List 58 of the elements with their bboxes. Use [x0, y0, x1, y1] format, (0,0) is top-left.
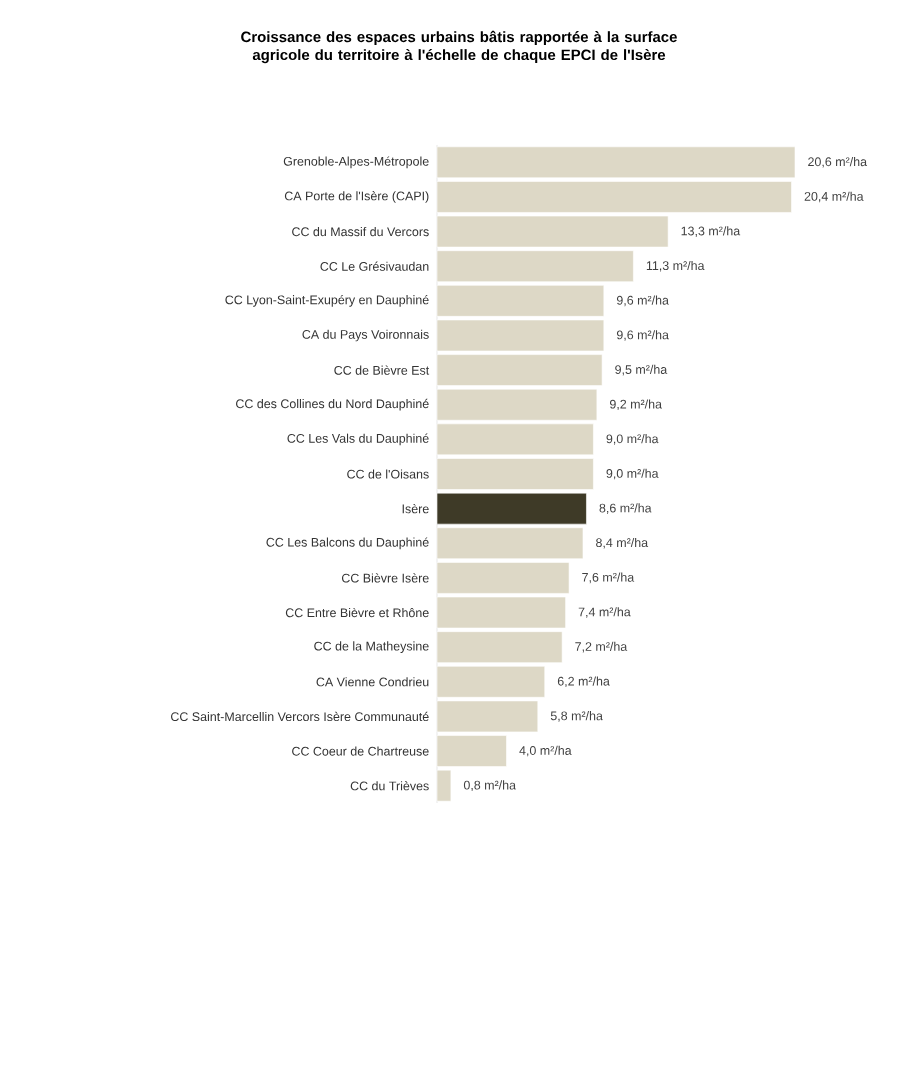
- data-label: 4,0 m²/ha: [519, 745, 572, 757]
- y-tick-label: CC de l'Oisans: [347, 469, 429, 479]
- data-label: 5,8 m²/ha: [550, 711, 603, 722]
- data-label: 0,8 m²/ha: [463, 780, 517, 791]
- data-label: 6,2 m²/ha: [557, 676, 610, 688]
- bar: [436, 146, 796, 179]
- bar: [436, 700, 539, 733]
- y-tick-label: CC Bièvre Isère: [341, 573, 429, 583]
- bar: [436, 527, 584, 560]
- y-tick-label: CC Lyon-Saint-Exupéry en Dauphiné: [225, 294, 429, 307]
- y-tick-label: CC Les Vals du Dauphiné: [287, 433, 429, 446]
- data-label: 20,6 m²/ha: [808, 157, 868, 168]
- bar: [436, 215, 669, 248]
- y-tick-label: CC de Bièvre Est: [334, 365, 430, 375]
- bar: [436, 181, 792, 213]
- bar: [436, 423, 594, 456]
- bar: [436, 631, 563, 663]
- y-tick-label: CC Coeur de Chartreuse: [292, 746, 429, 756]
- bar: [436, 250, 634, 283]
- bar: [436, 388, 598, 421]
- y-tick-label: Isère: [402, 503, 429, 514]
- data-label: 8,4 m²/ha: [596, 537, 649, 549]
- data-label: 9,6 m²/ha: [616, 330, 669, 341]
- bar: [436, 319, 605, 352]
- y-tick-label: CC du Massif du Vercors: [292, 226, 429, 237]
- y-tick-label: CA du Pays Voironnais: [302, 329, 429, 342]
- bar: [436, 665, 546, 698]
- chart-title: Croissance des espaces urbains bâtis rapportée à la surface agricole du territoire à l'échelle de chaque EPCI de l'Isère: [241, 30, 677, 64]
- y-tick-label: CC Les Balcons du Dauphiné: [266, 537, 429, 550]
- data-label: 11,3 m²/ha: [646, 260, 705, 272]
- bar: [436, 492, 587, 525]
- data-label: 20,4 m²/ha: [804, 191, 864, 203]
- bar: [436, 769, 452, 802]
- y-tick-label: CA Porte de l'Isère (CAPI): [284, 191, 429, 203]
- data-label: 13,3 m²/ha: [681, 226, 741, 237]
- data-label: 9,0 m²/ha: [606, 468, 659, 480]
- y-tick-label: CC de la Matheysine: [314, 641, 429, 653]
- data-label: 9,2 m²/ha: [609, 399, 662, 411]
- y-tick-label: CC Saint-Marcellin Vercors Isère Communauté: [171, 711, 429, 722]
- y-tick-label: CC des Collines du Nord Dauphiné: [236, 398, 429, 411]
- y-tick-label: CC du Trièves: [350, 781, 429, 791]
- y-tick-label: CA Vienne Condrieu: [316, 677, 429, 687]
- data-label: 7,4 m²/ha: [578, 607, 631, 618]
- bar: [436, 354, 603, 386]
- data-label: 9,6 m²/ha: [616, 295, 669, 307]
- bar: [436, 285, 605, 317]
- y-tick-label: Grenoble-Alpes-Métropole: [283, 156, 429, 169]
- y-tick-label: CC Le Grésivaudan: [320, 261, 429, 271]
- data-label: 7,2 m²/ha: [575, 641, 628, 653]
- bar: [436, 458, 594, 490]
- y-tick-label: CC Entre Bièvre et Rhône: [285, 607, 429, 618]
- data-label: 9,5 m²/ha: [615, 364, 668, 376]
- bar: [436, 596, 566, 629]
- data-label: 9,0 m²/ha: [606, 434, 659, 445]
- data-label: 7,6 m²/ha: [582, 572, 635, 584]
- bar: [436, 562, 570, 594]
- bar: [436, 735, 507, 767]
- data-label: 8,6 m²/ha: [599, 503, 652, 514]
